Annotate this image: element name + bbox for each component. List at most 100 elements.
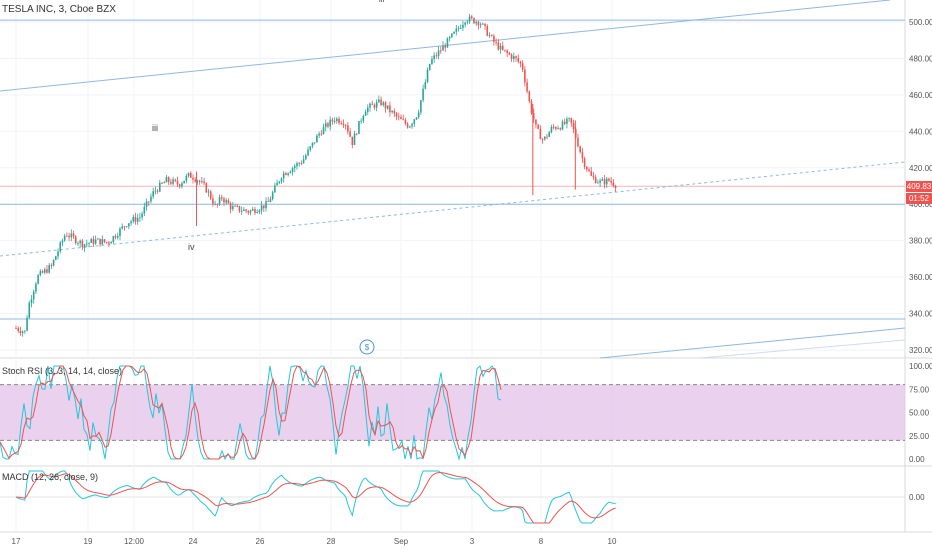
candle-body: [258, 210, 261, 213]
time-axis-tick: 24: [189, 537, 198, 546]
candle-body: [601, 179, 604, 181]
candle-body: [176, 180, 179, 185]
candle-body: [530, 101, 533, 114]
candle-body: [612, 182, 615, 186]
candle-body: [380, 99, 382, 105]
candle-body: [282, 173, 285, 179]
candle-body: [422, 88, 424, 101]
candle-body: [232, 206, 234, 210]
candle-body: [41, 271, 44, 273]
candle-body: [238, 206, 241, 212]
candle-body: [291, 168, 294, 172]
lower-trendline[interactable]: [599, 327, 906, 359]
price-axis-tick: 460.00: [909, 91, 932, 100]
bar-countdown-badge: 01:52: [906, 193, 932, 204]
middle-trendline[interactable]: [0, 161, 906, 257]
candle-body: [524, 69, 526, 83]
candle-body: [466, 21, 469, 23]
candle-body: [92, 239, 95, 244]
candle-body: [501, 45, 504, 50]
candle-body: [156, 190, 159, 192]
candle-body: [26, 317, 28, 331]
candle-body: [167, 177, 170, 182]
candle-body: [150, 196, 152, 202]
candle-body: [499, 45, 502, 50]
candle-body: [161, 182, 163, 184]
time-axis-tick: 26: [256, 537, 265, 546]
candle-body: [271, 192, 274, 200]
candle-body: [515, 56, 517, 58]
candle-body: [435, 55, 438, 57]
candle-body: [132, 216, 135, 222]
candle-body: [497, 42, 500, 50]
price-axis-tick: 380.00: [909, 237, 932, 246]
stoch-axis-tick: 100.00: [909, 362, 932, 371]
candle-body: [431, 59, 433, 65]
candle-body: [599, 180, 601, 183]
candle-body: [528, 91, 531, 102]
candle-body: [605, 178, 608, 185]
candle-body: [81, 240, 84, 248]
candle-body: [46, 269, 48, 273]
candle-body: [504, 49, 506, 51]
lower-trendline-2[interactable]: [699, 339, 906, 359]
candle-body: [568, 117, 570, 119]
candle-body: [287, 173, 289, 176]
candle-body: [130, 221, 132, 224]
macd-label[interactable]: MACD (12, 26, close, 9): [2, 472, 99, 482]
candle-body: [557, 128, 559, 130]
candle-body: [313, 142, 316, 144]
candle-body: [24, 330, 26, 332]
candle-body: [39, 271, 42, 276]
candle-body: [486, 26, 489, 36]
wave-label-top: iii: [379, 0, 385, 4]
candle-body: [21, 331, 24, 334]
symbol-title[interactable]: TESLA INC, 3, Cboe BZX: [2, 4, 116, 15]
stoch-axis-tick: 0.00: [909, 455, 925, 464]
candle-body: [28, 302, 31, 318]
candle-body: [462, 24, 464, 28]
dividend-marker-circle[interactable]: [359, 339, 375, 355]
candle-body: [521, 63, 524, 70]
candle-body: [227, 200, 230, 204]
candle-body: [459, 27, 462, 29]
candle-body: [473, 18, 475, 24]
candle-body: [267, 201, 270, 202]
time-axis-tick: 19: [84, 537, 93, 546]
candle-body: [236, 205, 239, 207]
candle-body: [136, 217, 139, 222]
candle-body: [444, 45, 447, 48]
candle-body: [194, 179, 197, 182]
candle-body: [360, 120, 362, 122]
candle-body: [539, 128, 542, 140]
candle-body: [63, 235, 66, 241]
candle-body: [309, 146, 312, 150]
candle-body: [453, 31, 455, 34]
candle-body: [141, 213, 143, 218]
time-axis-tick: 8: [539, 537, 544, 546]
candle-body: [594, 177, 597, 184]
candle-body: [189, 172, 192, 178]
candle-body: [358, 121, 360, 135]
dividend-icon[interactable]: $: [365, 343, 370, 352]
candle-body: [265, 201, 267, 209]
candle-body: [214, 203, 216, 205]
candle-body: [411, 123, 413, 127]
candle-body: [225, 200, 227, 203]
candle-body: [546, 136, 548, 138]
candle-body: [154, 190, 157, 192]
candle-body: [470, 16, 473, 19]
candle-body: [218, 197, 221, 205]
stoch-rsi-label[interactable]: Stoch RSI (3, 3, 14, 14, close): [2, 366, 123, 376]
price-axis-tick: 320.00: [909, 346, 932, 355]
candle-body: [52, 259, 55, 266]
candle-body: [389, 105, 391, 113]
candle-body: [101, 239, 104, 245]
candle-body: [269, 199, 272, 202]
candle-body: [37, 275, 39, 284]
candle-body: [280, 178, 283, 182]
candle-body: [603, 179, 606, 185]
stoch-axis-tick: 25.00: [909, 432, 930, 441]
candle-body: [278, 181, 281, 183]
